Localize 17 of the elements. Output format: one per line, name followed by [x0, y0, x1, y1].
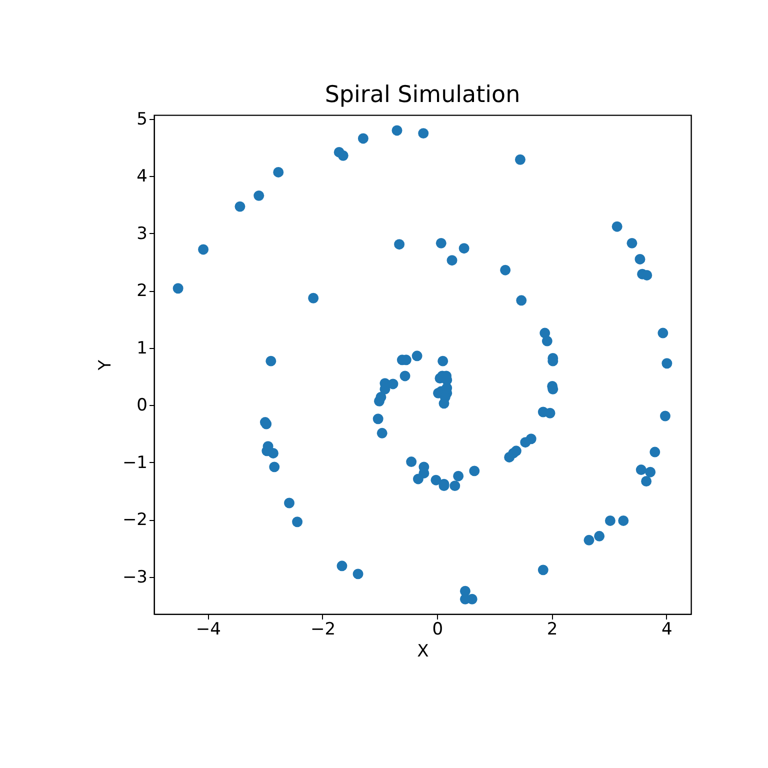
y-tick-label: −1: [122, 452, 148, 473]
chart-title: Spiral Simulation: [324, 82, 520, 108]
y-tick-label: −3: [122, 567, 148, 588]
y-axis-title: Y: [95, 359, 116, 372]
x-axis-title: X: [417, 642, 430, 662]
x-tick-label: 0: [432, 620, 444, 640]
y-tick-label: 5: [136, 110, 148, 130]
y-tick-label: 2: [136, 281, 148, 302]
x-tick-label: 4: [661, 620, 672, 640]
y-tick-label: 1: [136, 338, 148, 358]
y-tick-label: 3: [136, 224, 148, 244]
y-tick-label: 4: [136, 166, 148, 187]
y-tick-label: 0: [136, 396, 148, 416]
x-tick-label: 2: [546, 620, 558, 640]
y-tick-label: −2: [122, 510, 148, 530]
x-tick-label: −4: [196, 620, 221, 640]
x-tick-label: −2: [310, 620, 336, 640]
